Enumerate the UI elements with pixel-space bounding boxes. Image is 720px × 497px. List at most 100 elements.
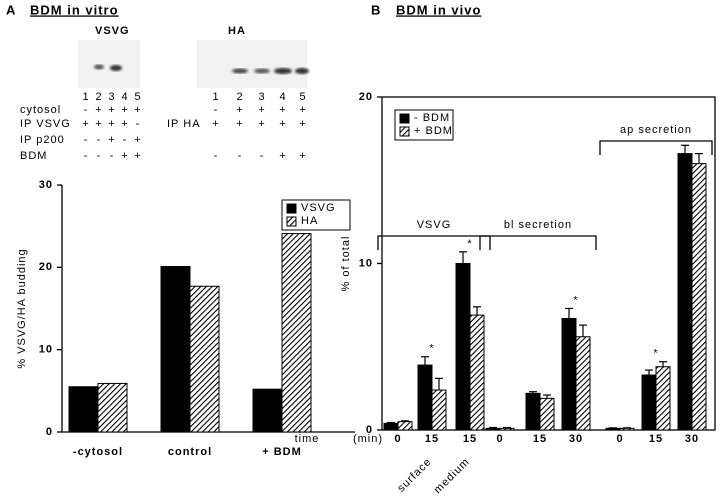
x-tick-label: + BDM	[262, 446, 302, 458]
legend-label: - BDM	[414, 112, 450, 124]
bar	[619, 427, 635, 431]
bar	[485, 427, 501, 431]
bar	[431, 389, 447, 431]
sign: -	[136, 118, 141, 130]
bar	[417, 364, 433, 431]
gel-band	[254, 68, 270, 74]
group-bracket	[599, 140, 713, 155]
sign: +	[236, 104, 243, 116]
y-tick-label: 20	[359, 91, 373, 103]
x-sublabel: surface	[395, 456, 434, 495]
sign: +	[108, 118, 115, 130]
x-axis-label: (min)	[353, 433, 383, 445]
panel-title: BDM in vitro	[30, 2, 119, 17]
sign: -	[84, 150, 89, 162]
x-sublabel: medium	[432, 456, 472, 496]
significance-star: *	[467, 238, 472, 250]
gel-image	[78, 40, 140, 88]
x-tick-label: 15	[533, 433, 547, 445]
row-label: IP HA	[167, 118, 201, 130]
sign: +	[134, 134, 141, 146]
sign: +	[121, 118, 128, 130]
x-axis-label: time	[295, 433, 320, 445]
bar	[677, 153, 693, 431]
bar	[575, 336, 591, 431]
significance-star: *	[573, 294, 578, 306]
sign: +	[279, 118, 286, 130]
bar	[641, 374, 657, 431]
legend-swatch	[399, 126, 410, 137]
y-tick-label: 10	[39, 344, 53, 356]
sign: +	[258, 118, 265, 130]
sign: -	[214, 150, 219, 162]
error-bar	[387, 421, 395, 424]
gel-band	[232, 68, 248, 74]
bar	[68, 386, 99, 433]
group-label: ap secretion	[620, 124, 692, 136]
bar	[499, 427, 515, 431]
gel-label: VSVG	[95, 25, 130, 37]
sign: -	[260, 150, 265, 162]
sign: -	[84, 134, 89, 146]
gel-band	[295, 68, 309, 74]
sign: -	[110, 150, 115, 162]
group-bracket	[377, 235, 491, 250]
legend-swatch	[286, 216, 297, 227]
sign: +	[121, 104, 128, 116]
gel-band	[274, 68, 292, 74]
x-tick-label: control	[168, 446, 212, 458]
lane-number: 5	[299, 91, 306, 103]
panel-label: B	[371, 2, 381, 17]
gel-label: HA	[228, 25, 246, 37]
sign: +	[299, 150, 306, 162]
legend-label: VSVG	[301, 202, 336, 214]
x-tick-label: 0	[616, 433, 623, 445]
y-tick-label: 30	[39, 179, 53, 191]
error-bar	[659, 361, 667, 367]
error-bar	[695, 153, 703, 164]
bar	[189, 285, 220, 433]
sign: -	[214, 104, 219, 116]
sign: +	[108, 104, 115, 116]
y-tick-label: 0	[46, 426, 53, 438]
error-bar	[459, 251, 467, 264]
lane-number: 2	[236, 91, 243, 103]
sign: +	[258, 104, 265, 116]
legend-label: + BDM	[414, 125, 453, 137]
gel-band	[94, 64, 104, 70]
significance-star: *	[429, 343, 434, 355]
x-tick-label: -cytosol	[73, 446, 123, 458]
lane-number: 4	[121, 91, 128, 103]
bar	[539, 397, 555, 431]
legend-swatch	[399, 113, 410, 124]
sign: +	[236, 118, 243, 130]
x-tick-label: 15	[425, 433, 439, 445]
lane-number: 2	[95, 91, 102, 103]
sign: +	[95, 104, 102, 116]
sign: +	[95, 118, 102, 130]
x-tick-label: 0	[496, 433, 503, 445]
sign: +	[108, 134, 115, 146]
sign: +	[279, 104, 286, 116]
x-tick-label: 15	[463, 433, 477, 445]
y-tick-label: 10	[359, 257, 373, 269]
error-bar	[579, 324, 587, 337]
group-label: bl secretion	[504, 219, 572, 231]
error-bar	[435, 377, 443, 391]
lane-number: 1	[212, 91, 219, 103]
error-bar	[565, 307, 573, 319]
error-bar	[529, 391, 537, 394]
error-bar	[681, 144, 689, 154]
bar	[655, 366, 671, 431]
lane-number: 5	[134, 91, 141, 103]
gel-band	[110, 65, 122, 71]
bar	[397, 421, 413, 431]
y-tick-label: 20	[39, 261, 53, 273]
x-tick-label: 30	[569, 433, 583, 445]
panel-title: BDM in vivo	[396, 2, 481, 17]
bar	[281, 233, 312, 433]
bar	[525, 392, 541, 431]
sign: -	[123, 134, 128, 146]
bar	[252, 388, 283, 433]
